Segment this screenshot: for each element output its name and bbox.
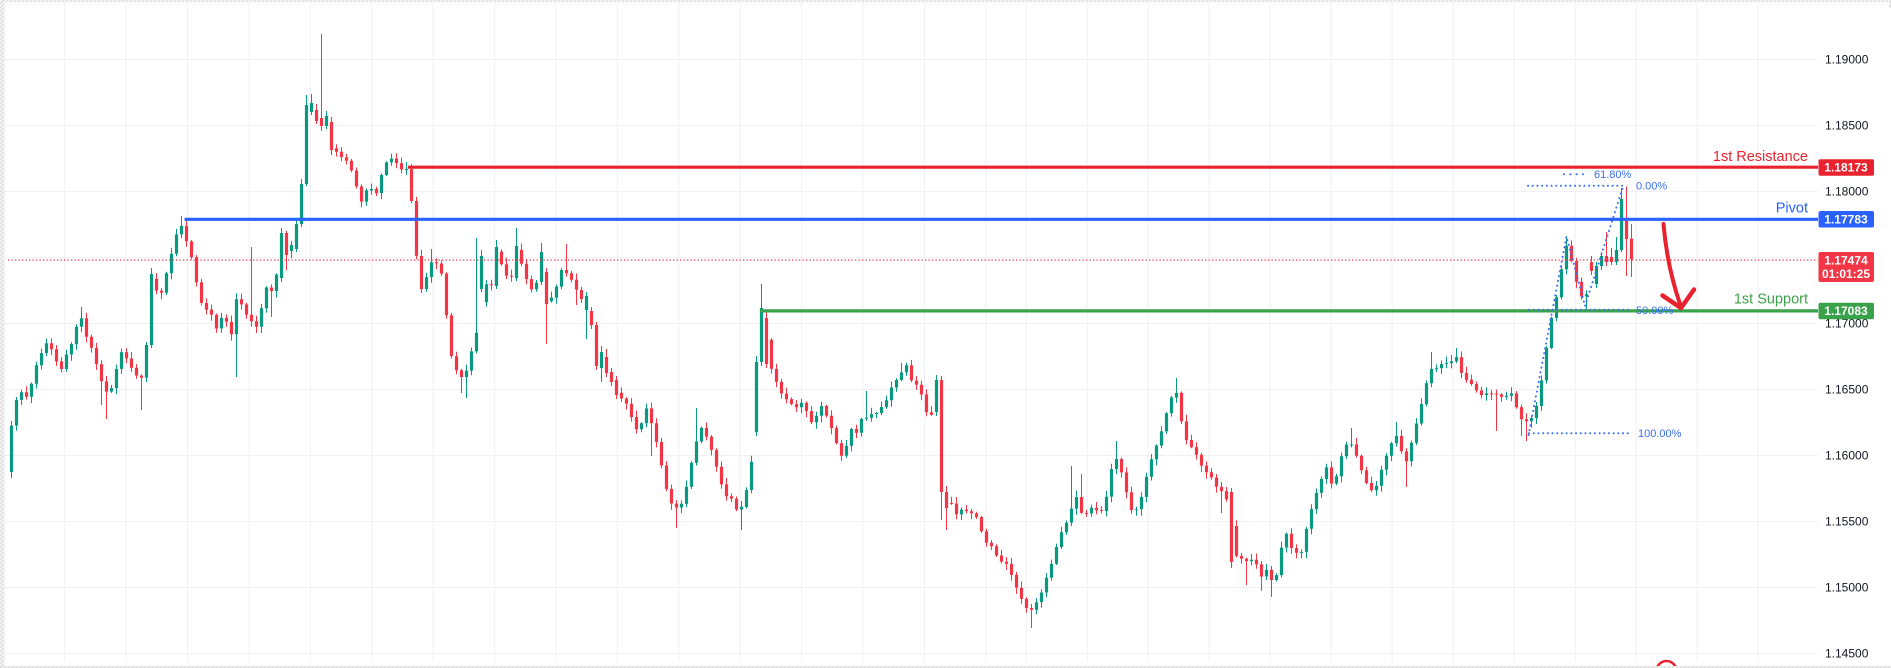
- svg-text:1.17783: 1.17783: [1824, 212, 1868, 226]
- svg-text:1.18173: 1.18173: [1824, 161, 1868, 175]
- svg-text:100.00%: 100.00%: [1638, 428, 1682, 440]
- svg-text:1.17000: 1.17000: [1825, 317, 1869, 331]
- svg-text:1.16500: 1.16500: [1825, 383, 1869, 397]
- svg-text:1.17083: 1.17083: [1824, 304, 1868, 318]
- svg-text:01:01:25: 01:01:25: [1822, 267, 1870, 281]
- svg-text:1.14500: 1.14500: [1825, 647, 1869, 661]
- svg-text:1.16000: 1.16000: [1825, 449, 1869, 463]
- svg-text:1.18500: 1.18500: [1825, 119, 1869, 133]
- svg-text:1.15500: 1.15500: [1825, 515, 1869, 529]
- svg-text:1.18000: 1.18000: [1825, 185, 1869, 199]
- svg-text:61.80%: 61.80%: [1594, 169, 1632, 181]
- svg-text:1st Resistance: 1st Resistance: [1713, 149, 1808, 165]
- svg-text:Pivot: Pivot: [1776, 201, 1808, 217]
- svg-text:0.00%: 0.00%: [1636, 181, 1667, 193]
- svg-text:1.15000: 1.15000: [1825, 581, 1869, 595]
- svg-text:50.00%: 50.00%: [1636, 305, 1674, 317]
- svg-text:1.17474: 1.17474: [1824, 254, 1868, 268]
- svg-text:1.19000: 1.19000: [1825, 53, 1869, 67]
- svg-text:1st Support: 1st Support: [1734, 292, 1808, 308]
